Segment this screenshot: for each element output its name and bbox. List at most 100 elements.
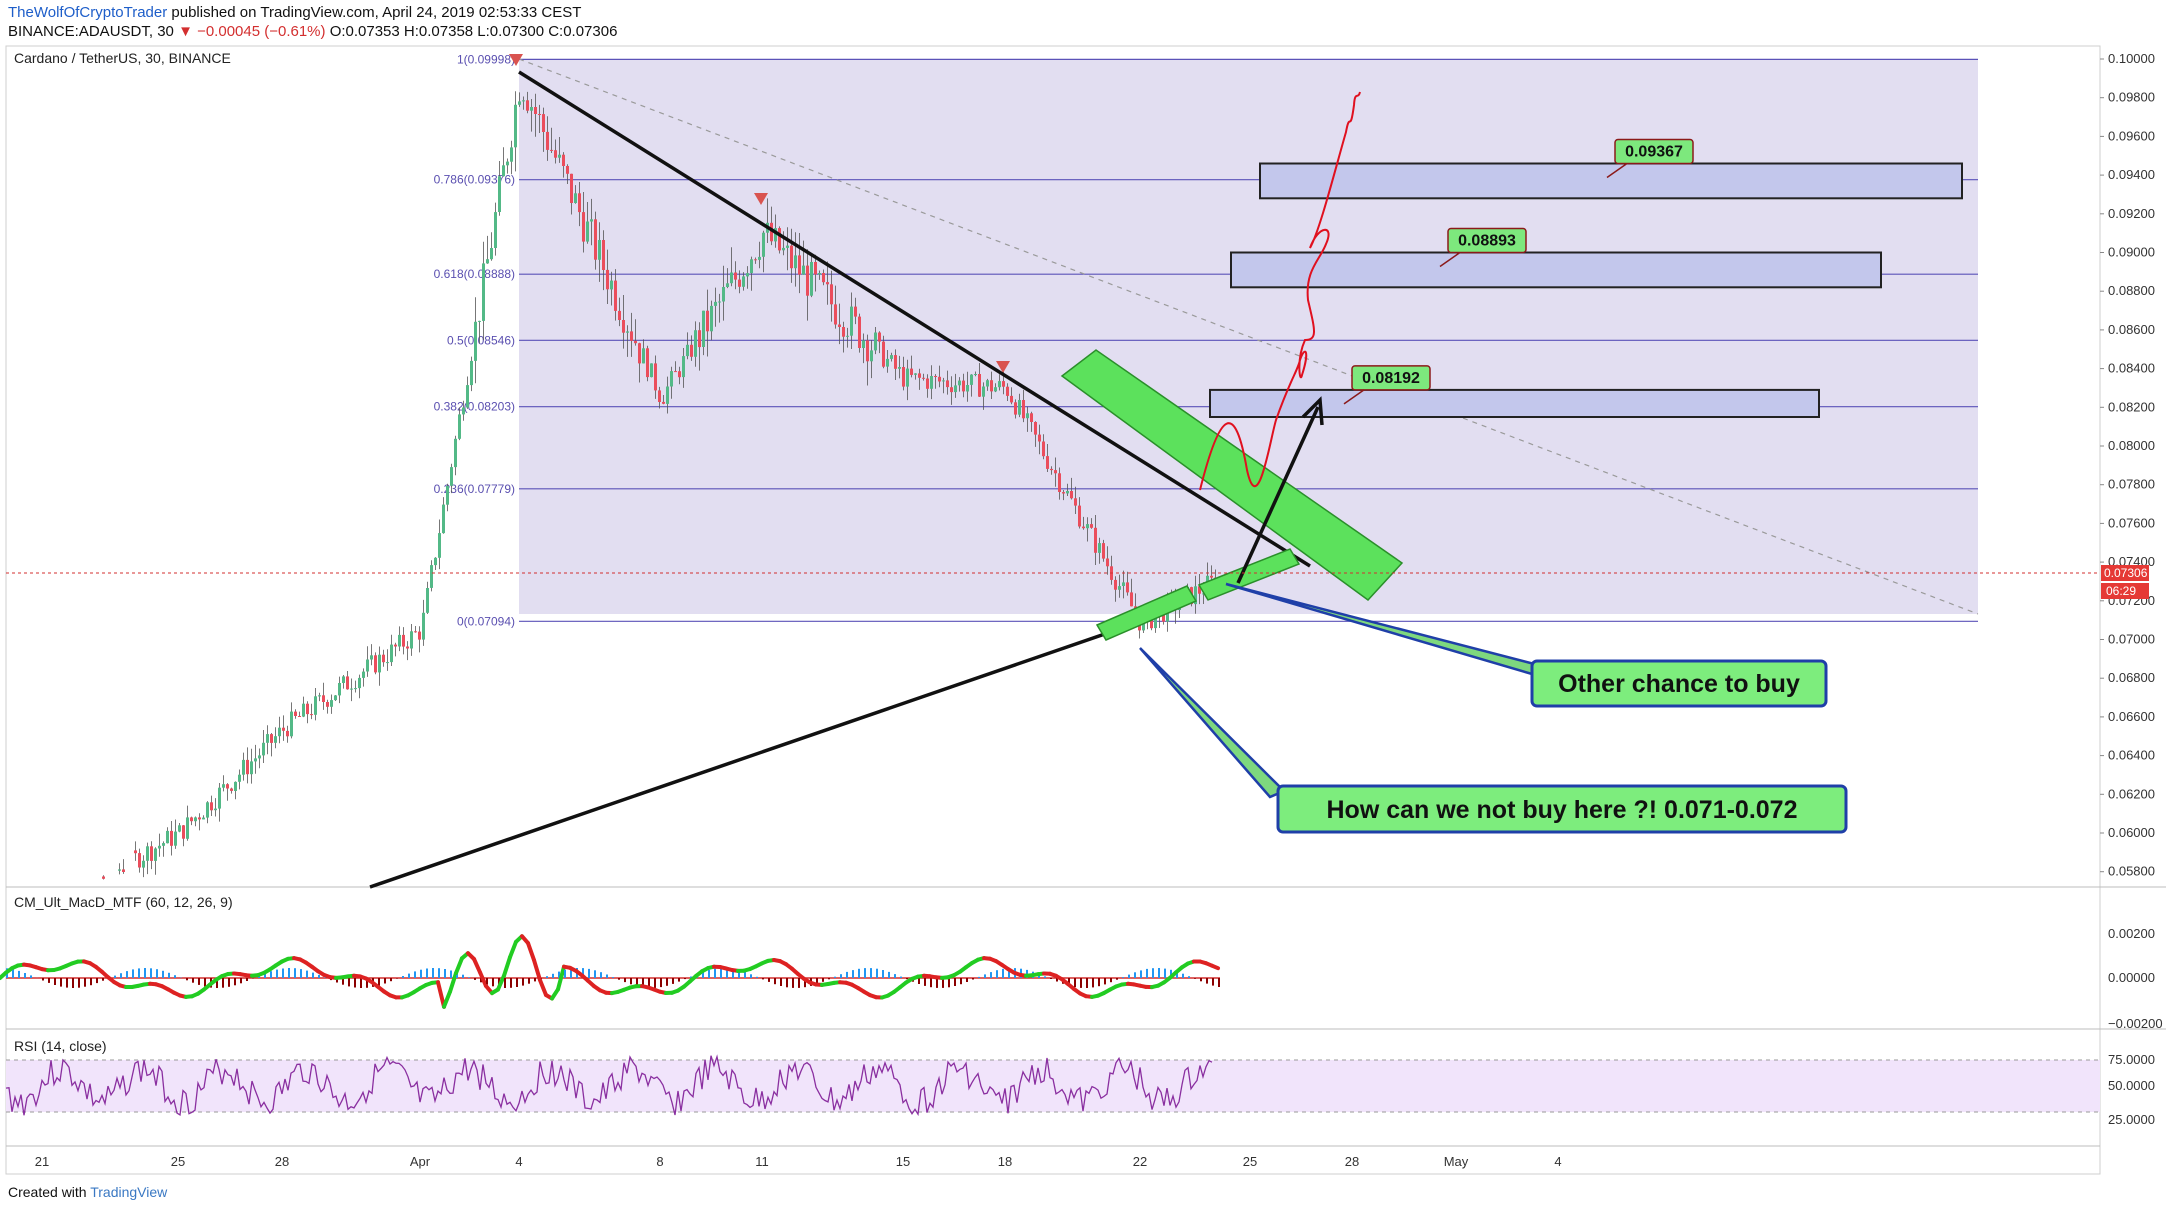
candle <box>898 367 901 369</box>
price-tick-label: 0.08400 <box>2108 361 2155 376</box>
target-zone-box[interactable] <box>1259 162 1963 200</box>
macd-histogram-bar <box>1182 973 1184 978</box>
target-price-label[interactable] <box>1447 227 1527 254</box>
ascending-trendline[interactable] <box>369 613 1161 889</box>
candle <box>790 245 793 269</box>
buy-zone-2[interactable] <box>1197 548 1301 601</box>
price-tick-label: 0.08800 <box>2108 283 2155 298</box>
macd-histogram-bar <box>54 978 56 985</box>
candle <box>230 788 233 791</box>
macd-histogram-bar <box>690 976 692 978</box>
candle <box>702 310 705 347</box>
publish-info: published on TradingView.com, April 24, … <box>171 4 582 21</box>
candle <box>134 850 137 854</box>
candle <box>278 727 281 737</box>
macd-histogram-bar <box>996 970 998 978</box>
macd-histogram-bar <box>1092 978 1094 988</box>
macd-histogram-bar <box>948 978 950 988</box>
current-price-badge <box>2101 565 2149 581</box>
candle <box>770 222 773 242</box>
candle <box>282 727 285 731</box>
candle <box>222 784 225 788</box>
candle <box>1054 470 1057 474</box>
candle <box>466 385 469 408</box>
macd-histogram-bar <box>246 978 248 981</box>
macd-histogram-bar <box>156 969 158 978</box>
candle <box>558 154 561 158</box>
macd-histogram-bar <box>636 978 638 987</box>
macd-histogram-bar <box>444 969 446 978</box>
candle <box>1098 543 1101 553</box>
macd-axis: 0.00200 0.00000 −0.00200 <box>2108 926 2163 1031</box>
candle <box>562 154 565 166</box>
target-price-label[interactable] <box>1614 138 1694 165</box>
macd-segment <box>436 980 446 1009</box>
target-price-label[interactable] <box>1351 365 1431 391</box>
macd-histogram-bar <box>606 974 608 978</box>
time-tick-label: 4 <box>1554 1154 1561 1169</box>
author-link[interactable]: TheWolfOfCryptoTrader <box>8 4 168 21</box>
candle <box>954 385 957 393</box>
candle <box>834 304 837 325</box>
target-price-text: 0.08192 <box>1362 370 1420 387</box>
macd-histogram-bar <box>906 978 908 980</box>
target-zone-box[interactable] <box>1230 251 1882 289</box>
candle <box>726 283 729 287</box>
macd-histogram-bar <box>750 974 752 978</box>
candle <box>234 781 237 791</box>
candle <box>458 414 461 439</box>
macd-histogram-bar <box>852 970 854 978</box>
candle <box>482 263 485 321</box>
descending-trendline[interactable] <box>518 70 1311 568</box>
price-tick-label: 0.08200 <box>2108 399 2155 414</box>
macd-histogram-bar <box>564 969 566 978</box>
candle <box>390 644 393 663</box>
time-tick-label: 8 <box>656 1154 663 1169</box>
candle <box>1074 498 1077 506</box>
candle <box>598 240 601 260</box>
candle <box>150 846 153 861</box>
candle <box>606 269 609 290</box>
macd-histogram-bar <box>666 978 668 986</box>
buy-zone-1[interactable] <box>1095 585 1198 641</box>
macd-histogram-bar <box>1206 978 1208 984</box>
candle <box>506 161 509 166</box>
callout-box-1[interactable] <box>1276 784 1848 834</box>
macd-histogram-bar <box>792 978 794 988</box>
candle <box>710 305 713 332</box>
time-axis[interactable]: 21 25 28 Apr 4 8 11 15 18 22 25 28 May 4 <box>35 1154 1562 1169</box>
macd-pane-title: CM_Ult_MacD_MTF (60, 12, 26, 9) <box>14 894 233 910</box>
callout-box-2[interactable] <box>1530 659 1828 708</box>
price-axis[interactable]: 0.10000 0.09800 0.09600 0.09400 0.09200 0.090… <box>2100 51 2155 879</box>
macd-histogram-bar <box>756 976 758 978</box>
macd-histogram-bar <box>618 978 620 980</box>
candle <box>502 165 505 177</box>
candle <box>1194 586 1197 605</box>
price-tick-label: 0.08000 <box>2108 438 2155 453</box>
rsi-axis: 75.0000 50.0000 25.0000 <box>2108 1052 2155 1127</box>
trend-dashed-line[interactable] <box>518 58 1979 615</box>
macd-indicator <box>0 934 1220 1009</box>
fib-level-label: 0.618(0.08888) <box>434 267 515 281</box>
breakout-arrow[interactable] <box>1236 406 1320 584</box>
price-projection-path[interactable] <box>1199 91 1361 491</box>
candle <box>306 703 309 715</box>
macd-segment <box>502 955 512 978</box>
macd-histogram-bar <box>1152 968 1154 978</box>
candle <box>450 467 453 486</box>
candle <box>806 265 809 296</box>
target-zone-box[interactable] <box>1209 388 1820 418</box>
macd-histogram-bar <box>228 978 230 987</box>
macd-histogram-bar <box>534 978 536 982</box>
macd-histogram-bar <box>408 973 410 978</box>
macd-histogram-bar <box>744 972 746 978</box>
macd-histogram-bar <box>150 968 152 978</box>
macd-histogram-bar <box>864 968 866 978</box>
candle <box>154 848 157 861</box>
candle <box>1046 456 1049 469</box>
candle <box>166 830 169 844</box>
macd-histogram-bar <box>954 978 956 986</box>
tradingview-logo[interactable]: TradingView <box>90 1184 168 1200</box>
macd-histogram-bar <box>522 978 524 986</box>
